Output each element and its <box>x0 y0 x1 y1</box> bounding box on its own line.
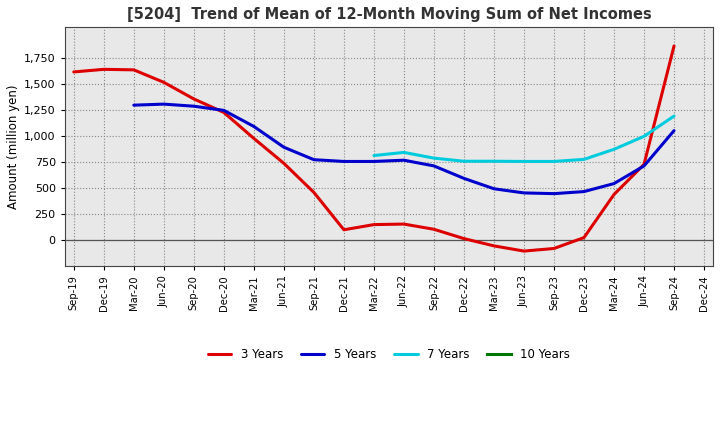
3 Years <box>580 235 588 240</box>
5 Years <box>580 189 588 194</box>
5 Years <box>160 102 168 107</box>
3 Years <box>250 136 258 141</box>
3 Years <box>549 246 558 251</box>
3 Years <box>490 243 498 249</box>
5 Years <box>400 158 408 163</box>
7 Years <box>430 155 438 161</box>
3 Years <box>639 162 648 167</box>
5 Years <box>490 186 498 191</box>
5 Years <box>369 159 378 164</box>
Line: 7 Years: 7 Years <box>374 116 674 161</box>
5 Years <box>220 108 228 113</box>
Line: 5 Years: 5 Years <box>134 104 674 194</box>
7 Years <box>520 159 528 164</box>
3 Years <box>160 80 168 85</box>
7 Years <box>400 150 408 155</box>
3 Years <box>189 96 198 102</box>
7 Years <box>549 159 558 164</box>
3 Years <box>670 43 678 48</box>
5 Years <box>520 190 528 195</box>
3 Years <box>520 249 528 254</box>
3 Years <box>459 236 468 241</box>
3 Years <box>220 110 228 115</box>
5 Years <box>189 103 198 109</box>
3 Years <box>69 69 78 74</box>
Line: 3 Years: 3 Years <box>73 46 674 251</box>
7 Years <box>639 134 648 139</box>
Y-axis label: Amount (million yen): Amount (million yen) <box>7 84 20 209</box>
5 Years <box>130 103 138 108</box>
3 Years <box>130 67 138 73</box>
3 Years <box>340 227 348 232</box>
5 Years <box>549 191 558 196</box>
3 Years <box>279 161 288 166</box>
7 Years <box>490 158 498 164</box>
5 Years <box>639 163 648 169</box>
5 Years <box>610 181 618 186</box>
5 Years <box>670 128 678 133</box>
7 Years <box>369 153 378 158</box>
3 Years <box>430 227 438 232</box>
7 Years <box>580 157 588 162</box>
3 Years <box>310 190 318 195</box>
7 Years <box>610 147 618 152</box>
7 Years <box>670 114 678 119</box>
Title: [5204]  Trend of Mean of 12-Month Moving Sum of Net Incomes: [5204] Trend of Mean of 12-Month Moving … <box>127 7 652 22</box>
5 Years <box>459 176 468 181</box>
5 Years <box>340 159 348 164</box>
5 Years <box>430 163 438 169</box>
Legend: 3 Years, 5 Years, 7 Years, 10 Years: 3 Years, 5 Years, 7 Years, 10 Years <box>207 348 570 362</box>
3 Years <box>99 67 108 72</box>
3 Years <box>369 222 378 227</box>
5 Years <box>250 124 258 129</box>
5 Years <box>310 157 318 162</box>
3 Years <box>400 221 408 227</box>
7 Years <box>459 158 468 164</box>
3 Years <box>610 192 618 197</box>
5 Years <box>279 145 288 150</box>
